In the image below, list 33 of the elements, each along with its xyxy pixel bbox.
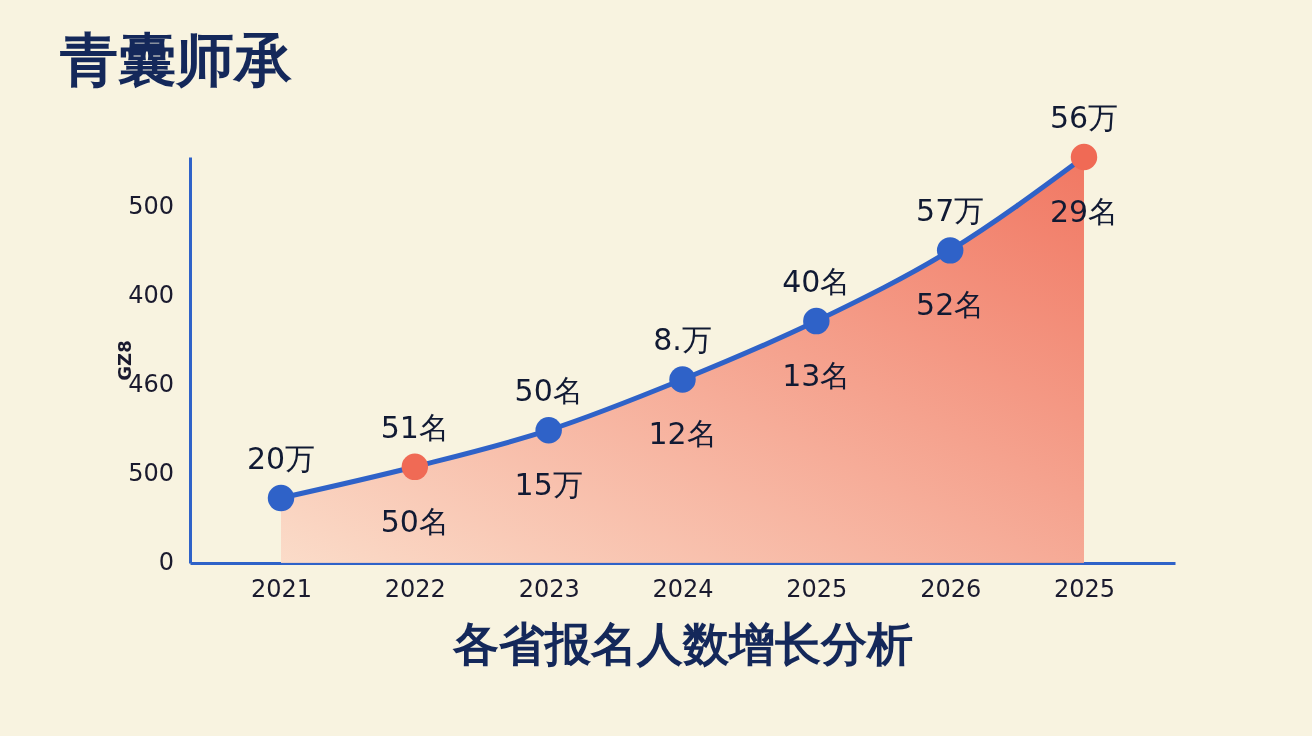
point [803, 307, 830, 335]
point [1070, 143, 1098, 171]
point [267, 484, 295, 512]
annotation: 13名 [782, 358, 851, 394]
point [401, 453, 429, 480]
text: 56万 [1049, 100, 1119, 135]
text: 0 [158, 548, 174, 576]
text: 400 [128, 281, 174, 310]
text: 500 [128, 192, 174, 221]
point [669, 366, 696, 393]
annotation: 50名 [380, 503, 449, 539]
x-tick-label: 2024 [652, 574, 714, 603]
annotation: 20万 [246, 441, 316, 477]
point [936, 237, 964, 264]
annotation: 51名 [380, 409, 449, 445]
x-tick-label: 2025 [786, 574, 848, 603]
annotation: 52名 [916, 287, 985, 323]
x-tick-label: 2022 [384, 574, 446, 603]
x-tick-label: 2026 [920, 574, 982, 603]
annotation: 57万 [916, 193, 985, 229]
text: 500 [128, 459, 174, 488]
annotation: 40名 [782, 264, 851, 300]
annotation: 8.万 [653, 322, 712, 358]
annotation: 15万 [514, 467, 583, 503]
x-axis-title: 各省报名人数增长分析 [452, 616, 913, 671]
annotation: 29名 [1049, 194, 1119, 229]
annotation: 12名 [648, 416, 717, 452]
x-tick-label: 2023 [518, 574, 580, 603]
annotation: 50名 [514, 373, 583, 409]
point [535, 417, 562, 444]
chart-title: 青囊师承 [59, 26, 292, 94]
x-tick-label: 2025 [1053, 574, 1116, 603]
x-tick-label: 2021 [250, 574, 313, 603]
